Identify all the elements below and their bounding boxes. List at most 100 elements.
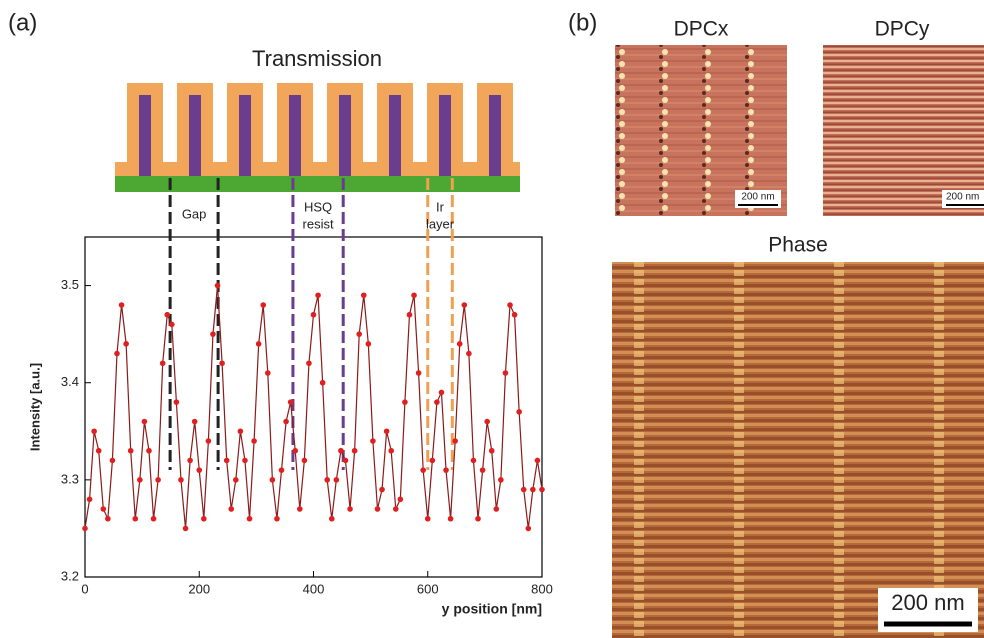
data-point xyxy=(470,457,477,464)
data-point xyxy=(269,477,276,483)
data-point xyxy=(283,418,289,425)
data-line xyxy=(84,285,543,529)
x-tick-label: 400 xyxy=(303,581,325,596)
data-point xyxy=(319,379,326,386)
data-point xyxy=(338,447,344,454)
data-point xyxy=(255,341,262,347)
hsq-bar xyxy=(239,95,251,176)
data-point xyxy=(187,457,193,464)
data-point xyxy=(265,370,271,376)
hsq-bar xyxy=(339,95,351,176)
data-point xyxy=(443,467,449,473)
image-title: Phase xyxy=(768,234,828,257)
data-point xyxy=(488,447,495,454)
data-point xyxy=(274,515,280,522)
image-title: DPCy xyxy=(875,18,930,41)
data-point xyxy=(534,457,541,464)
data-point xyxy=(356,331,363,337)
data-point xyxy=(132,515,139,522)
data-point xyxy=(159,360,166,367)
hsq-bar xyxy=(389,95,401,176)
data-point xyxy=(251,438,257,444)
data-point xyxy=(434,399,440,405)
data-point xyxy=(86,496,93,503)
data-point xyxy=(424,515,431,522)
data-point xyxy=(169,321,175,328)
data-point xyxy=(374,506,381,512)
data-point xyxy=(530,486,536,493)
data-point xyxy=(223,457,230,464)
data-point xyxy=(196,467,203,473)
y-tick-label: 3.3 xyxy=(61,471,79,486)
data-point xyxy=(388,447,394,454)
data-point xyxy=(296,506,303,512)
data-point xyxy=(411,292,417,299)
data-point xyxy=(114,350,120,357)
annotation-label: Gap xyxy=(182,206,207,221)
chart-title: Transmission xyxy=(252,46,382,71)
data-point xyxy=(287,399,294,405)
y-tick-label: 3.2 xyxy=(61,568,79,583)
scale-bar-label: 200 nm xyxy=(891,590,964,615)
data-point xyxy=(201,515,207,522)
data-point xyxy=(260,302,267,308)
data-point xyxy=(420,467,426,473)
data-point xyxy=(141,418,148,425)
data-point xyxy=(466,350,472,357)
data-point xyxy=(333,477,340,483)
scale-bar-label: 200 nm xyxy=(741,192,774,203)
panel-label: (a) xyxy=(8,9,37,36)
data-point xyxy=(109,457,116,464)
data-point xyxy=(150,515,157,522)
plot-frame xyxy=(84,236,543,578)
data-point xyxy=(525,525,532,532)
data-point xyxy=(315,292,321,299)
data-point xyxy=(392,506,399,512)
data-point xyxy=(438,389,445,396)
data-point xyxy=(365,341,372,347)
x-tick-label: 0 xyxy=(81,581,88,596)
data-point xyxy=(498,477,504,483)
data-point xyxy=(328,515,335,522)
data-point xyxy=(95,447,102,454)
data-point xyxy=(539,486,545,493)
data-point xyxy=(397,496,404,503)
data-point xyxy=(173,399,180,405)
data-point xyxy=(475,515,481,522)
data-point xyxy=(82,525,88,532)
y-tick-label: 3.5 xyxy=(61,277,79,292)
data-point xyxy=(402,399,408,405)
x-tick-label: 600 xyxy=(417,581,439,596)
data-point xyxy=(301,457,308,464)
grating-schematic xyxy=(115,83,520,192)
panel-label: (b) xyxy=(568,9,597,36)
data-point xyxy=(484,418,490,425)
data-point xyxy=(447,515,454,522)
phase-image xyxy=(612,262,984,638)
data-point xyxy=(182,525,189,532)
data-point xyxy=(118,302,125,308)
data-point xyxy=(191,418,198,425)
data-point xyxy=(137,477,143,483)
data-point xyxy=(155,477,161,483)
plot: 3.2 3.3 3.4 3.5 0 200 400 600 800 y position [nm]… xyxy=(27,178,553,617)
scale-bar-box xyxy=(942,190,984,208)
data-point xyxy=(452,438,458,444)
annotation-label: Ir xyxy=(436,199,445,214)
data-point xyxy=(228,506,235,512)
hsq-bar xyxy=(289,95,301,176)
image-title: DPCx xyxy=(674,18,729,41)
data-point xyxy=(406,311,413,318)
data-point xyxy=(507,302,513,308)
hsq-bar xyxy=(439,95,451,176)
data-point xyxy=(91,428,97,435)
data-point xyxy=(370,438,376,444)
annotation-label: resist xyxy=(303,216,334,231)
data-point xyxy=(100,506,107,512)
data-point xyxy=(351,447,358,454)
data-point xyxy=(520,486,527,493)
data-point xyxy=(360,292,367,299)
data-point xyxy=(246,515,253,522)
data-point xyxy=(342,457,349,464)
data-point xyxy=(379,486,385,493)
